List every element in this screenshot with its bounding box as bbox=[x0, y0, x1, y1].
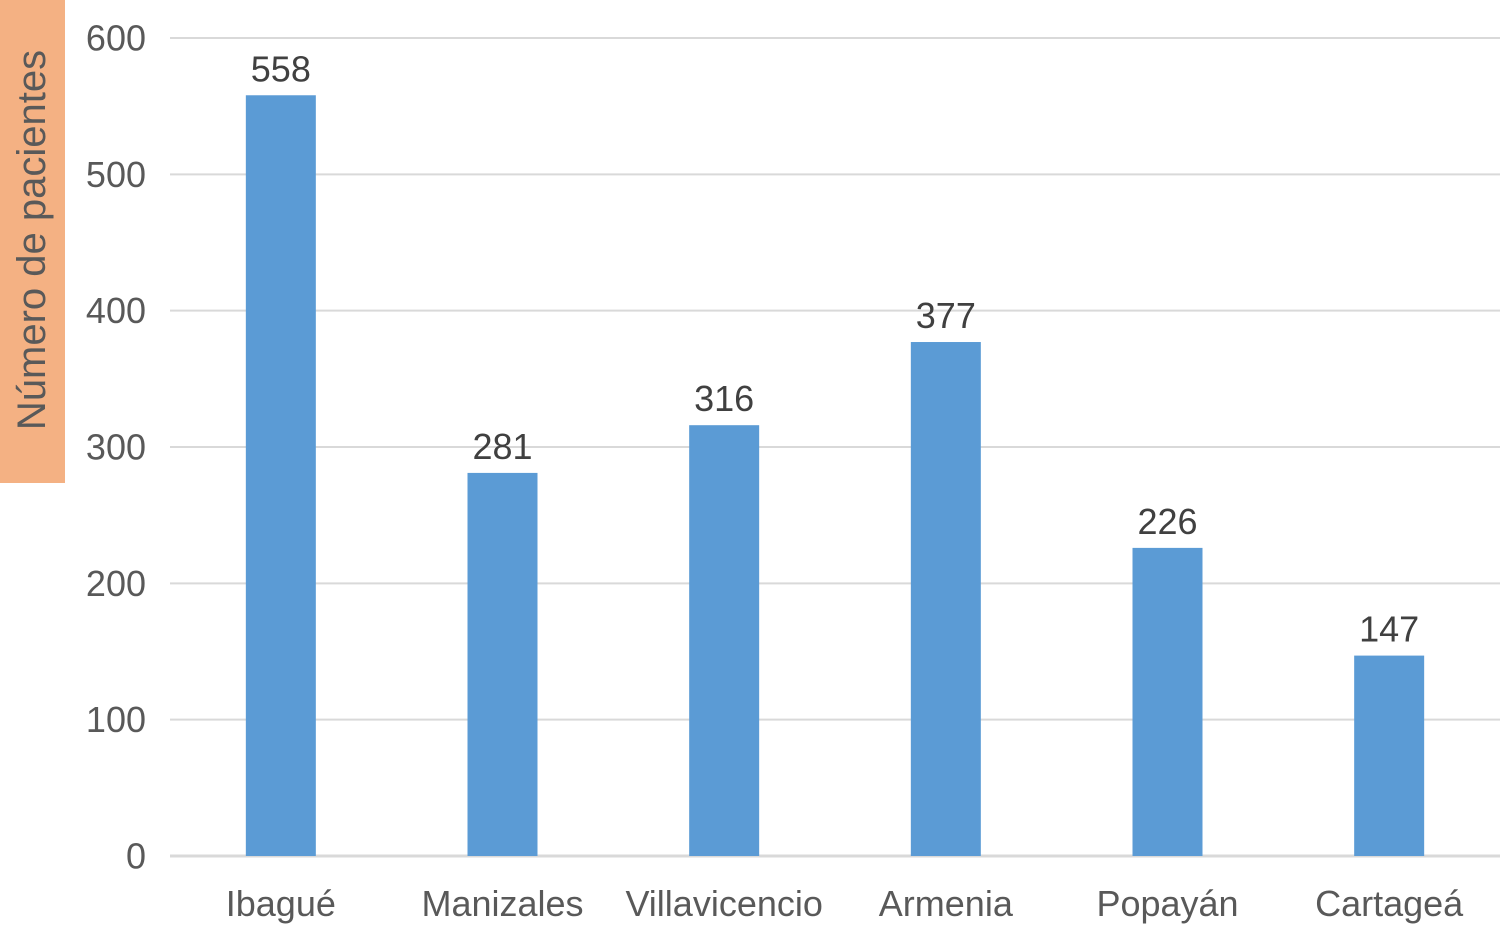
y-tick-label: 400 bbox=[86, 290, 146, 331]
y-tick-label: 500 bbox=[86, 154, 146, 195]
bar bbox=[1354, 655, 1425, 856]
data-label: 147 bbox=[1359, 609, 1419, 650]
y-tick-label: 100 bbox=[86, 699, 146, 740]
x-tick-label: Popayán bbox=[1096, 883, 1238, 924]
bars bbox=[245, 95, 1425, 857]
y-axis-label-highlight bbox=[0, 0, 65, 483]
y-axis-ticks: 0 100 200 300 400 500 600 bbox=[86, 18, 146, 877]
data-label: 558 bbox=[251, 48, 311, 89]
bar bbox=[1132, 547, 1203, 856]
data-label: 316 bbox=[694, 378, 754, 419]
bar bbox=[689, 425, 760, 856]
y-axis-label: Número de pacientes bbox=[10, 50, 54, 430]
y-tick-label: 300 bbox=[86, 427, 146, 468]
x-tick-label: Manizales bbox=[421, 883, 583, 924]
y-axis-label-group: Número de pacientes bbox=[0, 0, 65, 483]
data-label: 226 bbox=[1137, 501, 1197, 542]
x-tick-label: Armenia bbox=[879, 883, 1014, 924]
x-axis-ticks: Ibagué Manizales Villavicencio Armenia Popay… bbox=[226, 883, 1464, 924]
gridlines bbox=[170, 37, 1500, 858]
x-tick-label: Ibagué bbox=[226, 883, 336, 924]
bar bbox=[910, 342, 981, 857]
data-labels: 558 281 316 377 226 147 bbox=[251, 48, 1419, 649]
data-label: 377 bbox=[916, 295, 976, 336]
y-tick-label: 600 bbox=[86, 18, 146, 59]
x-tick-label: Cartageá bbox=[1315, 883, 1464, 924]
bar bbox=[467, 472, 538, 856]
data-label: 281 bbox=[472, 426, 532, 467]
y-tick-label: 0 bbox=[126, 836, 146, 877]
x-tick-label: Villavicencio bbox=[625, 883, 822, 924]
bar bbox=[245, 95, 316, 856]
y-tick-label: 200 bbox=[86, 563, 146, 604]
